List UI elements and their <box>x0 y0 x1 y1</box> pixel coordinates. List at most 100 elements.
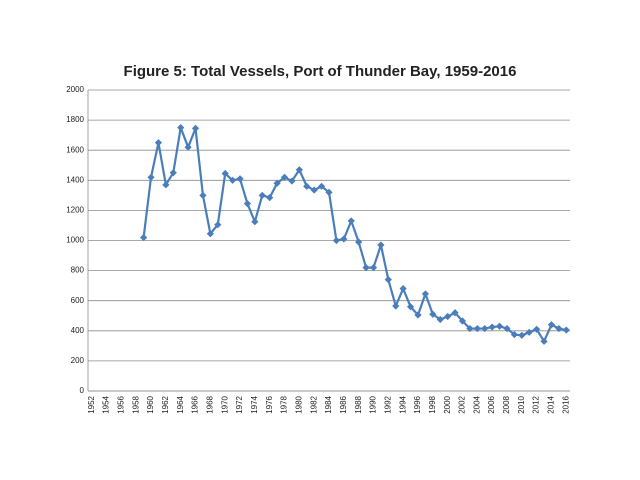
marker <box>340 235 348 243</box>
marker <box>251 218 259 226</box>
marker <box>540 337 548 345</box>
x-tick-label: 1964 <box>176 395 185 413</box>
x-tick-label: 1966 <box>191 395 200 413</box>
marker <box>273 179 281 187</box>
marker <box>169 169 177 177</box>
x-tick-label: 1998 <box>428 395 437 413</box>
marker <box>369 263 378 272</box>
marker <box>377 241 385 249</box>
x-tick-label: 2012 <box>532 395 541 413</box>
x-tick-label: 2008 <box>502 395 511 413</box>
line <box>142 126 567 343</box>
marker <box>347 217 355 225</box>
marker <box>221 169 229 178</box>
marker <box>481 324 489 333</box>
marker <box>288 177 296 185</box>
marker <box>525 328 533 336</box>
y-tick-label: 0 <box>80 386 85 395</box>
marker <box>355 238 363 246</box>
x-tick-label: 1996 <box>413 395 422 413</box>
marker <box>444 312 452 321</box>
marker <box>162 181 170 189</box>
marker <box>295 166 303 174</box>
marker <box>555 324 563 333</box>
marker <box>547 321 556 329</box>
x-tick-label: 2002 <box>458 395 467 413</box>
x-tick-label: 1976 <box>265 395 274 413</box>
marker <box>414 311 422 319</box>
x-tick-label: 1982 <box>309 395 318 413</box>
marker <box>154 139 163 147</box>
marker <box>184 143 192 151</box>
marker <box>495 322 504 330</box>
x-tick-label: 1956 <box>116 395 125 413</box>
x-tick-label: 1984 <box>324 395 333 413</box>
marker <box>310 186 318 194</box>
x-tick-label: 1968 <box>205 395 214 413</box>
x-tick-label: 1980 <box>294 395 303 413</box>
x-tick-label: 1986 <box>339 395 348 413</box>
marker <box>488 323 496 331</box>
x-tick-label: 1954 <box>102 395 111 413</box>
x-tick-label: 2004 <box>472 395 481 413</box>
y-tick-label: 400 <box>71 326 85 335</box>
x-tick-label: 1978 <box>280 395 289 413</box>
marker <box>466 324 474 333</box>
marker <box>258 191 266 199</box>
marker <box>510 330 518 339</box>
y-tick-label: 200 <box>71 356 85 365</box>
marker <box>473 324 481 333</box>
x-tick-label: 1960 <box>146 395 155 413</box>
marker <box>206 230 214 238</box>
marker <box>384 276 392 284</box>
y-tick-label: 1000 <box>66 236 84 245</box>
x-tick-label: 1994 <box>398 395 407 413</box>
marker <box>518 331 526 339</box>
marker <box>177 124 185 132</box>
x-tick-label: 2000 <box>443 395 452 413</box>
y-tick-label: 1200 <box>66 206 84 215</box>
x-tick-label: 1992 <box>383 395 392 413</box>
marker <box>236 175 244 183</box>
marker <box>458 317 467 325</box>
y-tick-label: 1800 <box>66 115 84 124</box>
marker <box>332 236 341 245</box>
x-tick-label: 2014 <box>547 395 556 413</box>
x-tick-label: 1952 <box>87 395 96 413</box>
marker <box>147 173 155 181</box>
marker <box>533 325 541 333</box>
marker <box>503 324 511 333</box>
marker <box>406 303 415 311</box>
x-tick-label: 1970 <box>220 395 229 413</box>
marker <box>562 326 570 334</box>
marker <box>214 221 222 229</box>
x-tick-label: 1988 <box>354 395 363 413</box>
marker <box>317 182 326 190</box>
marker <box>421 290 429 298</box>
y-tick-label: 1400 <box>66 175 84 184</box>
marker <box>451 309 459 317</box>
marker <box>266 194 274 202</box>
marker <box>429 310 437 318</box>
marker <box>199 191 207 199</box>
x-tick-label: 1990 <box>369 395 378 413</box>
marker <box>392 302 400 310</box>
x-tick-label: 1972 <box>235 395 244 413</box>
y-tick-label: 2000 <box>66 85 84 94</box>
marker <box>140 233 148 242</box>
x-tick-label: 2016 <box>561 395 570 413</box>
x-tick-label: 1958 <box>131 395 140 413</box>
marker <box>243 200 252 208</box>
marker <box>362 263 370 272</box>
x-tick-label: 2006 <box>487 395 496 413</box>
marker <box>280 173 289 181</box>
y-tick-label: 1600 <box>66 145 84 154</box>
marker <box>303 182 311 190</box>
y-tick-label: 600 <box>71 296 85 305</box>
x-tick-label: 1974 <box>250 395 259 413</box>
marker <box>436 315 444 324</box>
marker <box>191 124 200 132</box>
x-tick-label: 1962 <box>161 395 170 413</box>
